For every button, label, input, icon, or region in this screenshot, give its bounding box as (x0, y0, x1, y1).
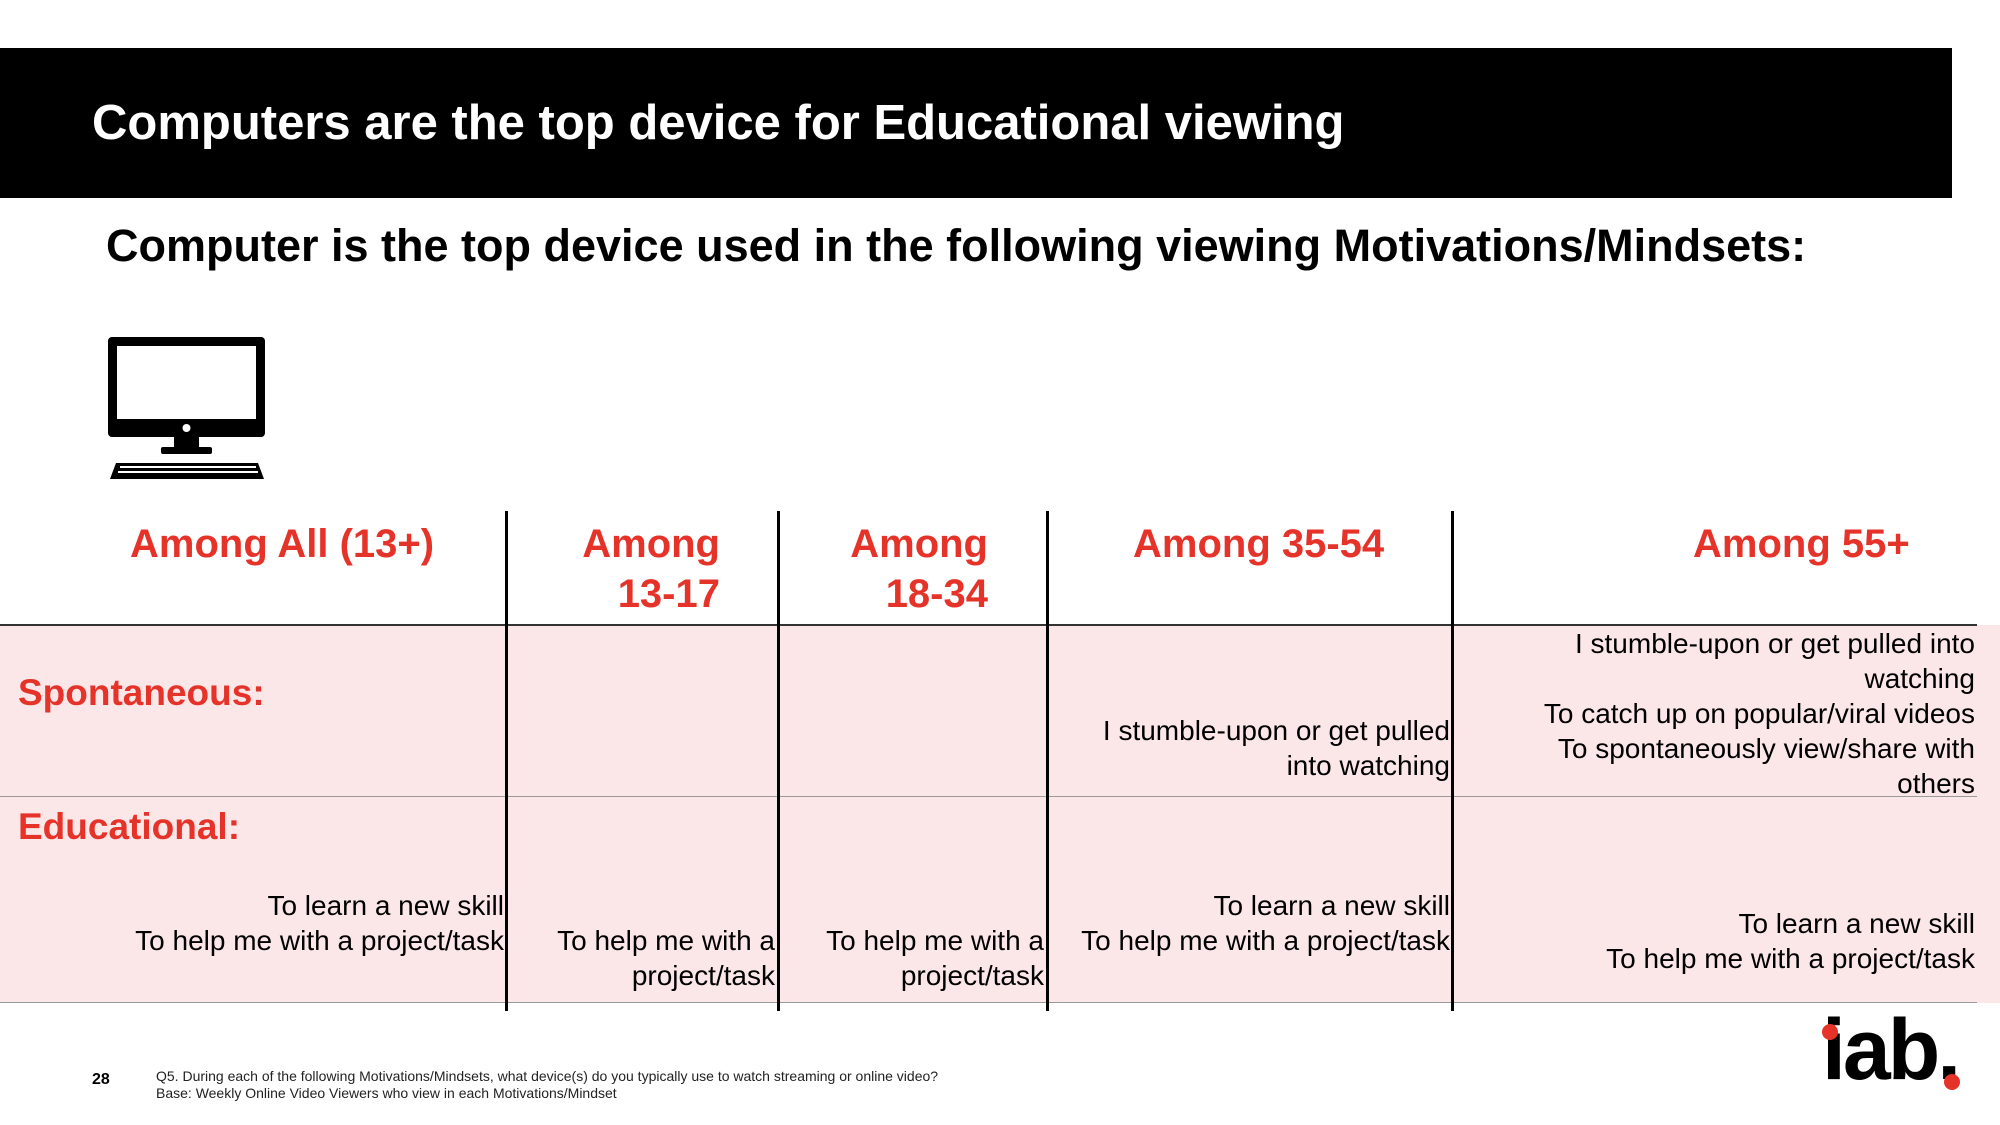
column-header-label: 18-34 (885, 572, 988, 616)
logo-dot (1944, 1074, 1960, 1090)
cell-line: I stumble-upon or get pulled (1102, 715, 1450, 746)
cell-line: project/task (900, 960, 1044, 991)
cell-line: To help me with a project/task (1606, 943, 1975, 974)
column-divider (1046, 511, 1049, 1011)
footnote-base: Base: Weekly Online Video Viewers who vi… (156, 1085, 617, 1101)
column-header-label: Among (850, 522, 988, 566)
table-body-background (0, 625, 2000, 1003)
table-cell: To learn a new skill To help me with a p… (1455, 906, 1975, 976)
column-divider (1451, 511, 1454, 1011)
page-number: 28 (92, 1071, 110, 1088)
table-cell: To learn a new skill To help me with a p… (1050, 888, 1450, 958)
column-header-55-plus: Among 55+ (1693, 522, 1910, 566)
cell-line: To learn a new skill (1213, 890, 1450, 921)
column-header-all: Among All (13+) (130, 522, 435, 566)
table-cell: To help me with a project/task (781, 923, 1044, 993)
column-divider (777, 511, 780, 1011)
table-cell: To help me with a project/task (509, 923, 775, 993)
column-header-label: 13-17 (617, 572, 720, 616)
cell-line: To spontaneously view/share with (1557, 733, 1975, 764)
cell-line: To help me with a project/task (135, 925, 504, 956)
cell-line: To learn a new skill (267, 890, 504, 921)
title-bar: Computers are the top device for Educati… (0, 48, 1952, 198)
column-header-35-54: Among 35-54 (1133, 522, 1385, 566)
column-header-label: Among (582, 522, 720, 566)
footnote: Q5. During each of the following Motivat… (156, 1068, 938, 1102)
footnote-question: Q5. During each of the following Motivat… (156, 1068, 939, 1084)
logo-text: iab. (1822, 1002, 1961, 1098)
column-divider (505, 511, 508, 1011)
logo-dot (1822, 1024, 1838, 1040)
desktop-computer-icon (108, 337, 265, 479)
table-cell: To learn a new skill To help me with a p… (20, 888, 504, 958)
cell-line: watching (1864, 663, 1975, 694)
cell-line: To catch up on popular/viral videos (1543, 698, 1975, 729)
cell-line: To help me with a (557, 925, 775, 956)
table-header-divider (0, 624, 1977, 626)
column-header-18-34: Among 18-34 (845, 519, 988, 619)
row-label-educational: Educational: (18, 806, 241, 847)
slide-subtitle: Computer is the top device used in the f… (106, 220, 1807, 271)
table-cell: I stumble-upon or get pulled into watchi… (1455, 626, 1975, 801)
row-divider (0, 796, 1977, 797)
cell-line: others (1897, 768, 1975, 799)
cell-line: To learn a new skill (1738, 908, 1975, 939)
cell-line: To help me with a project/task (1081, 925, 1450, 956)
cell-line: To help me with a (826, 925, 1044, 956)
row-label-spontaneous: Spontaneous: (18, 672, 265, 713)
table-bottom-border (0, 1002, 1977, 1003)
column-header-13-17: Among 13-17 (577, 519, 720, 619)
cell-line: into watching (1286, 750, 1450, 781)
cell-line: project/task (631, 960, 775, 991)
table-cell: I stumble-upon or get pulled into watchi… (1050, 713, 1450, 783)
cell-line: I stumble-upon or get pulled into (1574, 628, 1975, 659)
iab-logo: iab. (1822, 1002, 1962, 1098)
slide-title: Computers are the top device for Educati… (92, 96, 1345, 150)
